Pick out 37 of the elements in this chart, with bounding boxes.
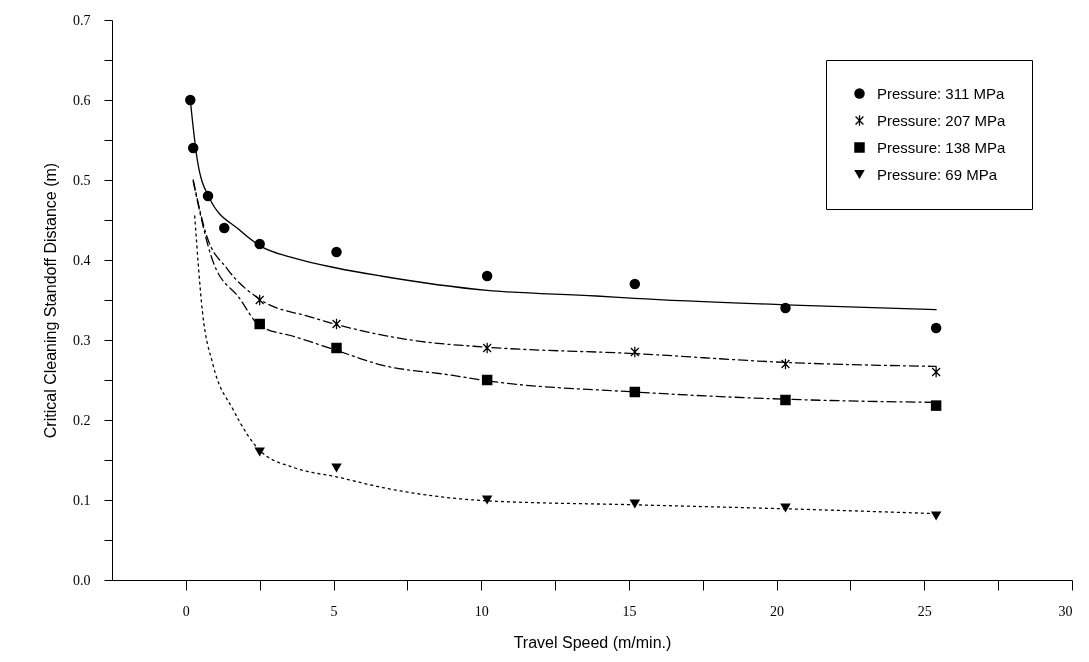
x-axis-title: Travel Speed (m/min.) [513,633,672,651]
point [930,400,942,411]
point [780,503,791,513]
legend-label: Pressure: 138 MPa [877,138,1007,156]
x-tick-label: 5 [330,603,338,619]
point [481,270,493,282]
y-tick-label: 0.4 [73,252,91,268]
x-tick-label: 20 [770,603,785,619]
y-tick-label: 0.1 [73,492,91,508]
y-tick-label: 0.5 [73,172,91,188]
point [331,246,342,258]
point [331,463,342,473]
x-tick-label: 25 [917,603,932,619]
point [219,222,230,234]
y-tick-label: 0.0 [73,572,91,588]
y-tick-label: 0.3 [73,332,91,348]
point [780,394,791,406]
point [331,342,342,354]
x-tick-label: 0 [182,603,190,619]
y-tick-label: 0.2 [73,412,91,428]
x-tick-label: 15 [622,603,637,619]
point [629,499,641,509]
x-tick-label: 30 [1058,603,1073,619]
point [185,94,196,106]
point [931,366,941,378]
point [254,447,265,457]
point [930,322,942,334]
legend-label: Pressure: 207 MPa [877,111,1007,129]
point [629,278,641,290]
y-tick-label: 0.6 [73,92,91,108]
y-tick-label: 0.7 [73,12,91,28]
legend-label: Pressure: 311 MPa [877,84,1005,102]
point [930,511,942,521]
y-axis-title: Critical Cleaning Standoff Distance (m) [42,162,59,439]
x-tick-label: 10 [474,603,489,619]
legend-label: Pressure: 69 MPa [877,165,998,183]
point [481,495,493,505]
